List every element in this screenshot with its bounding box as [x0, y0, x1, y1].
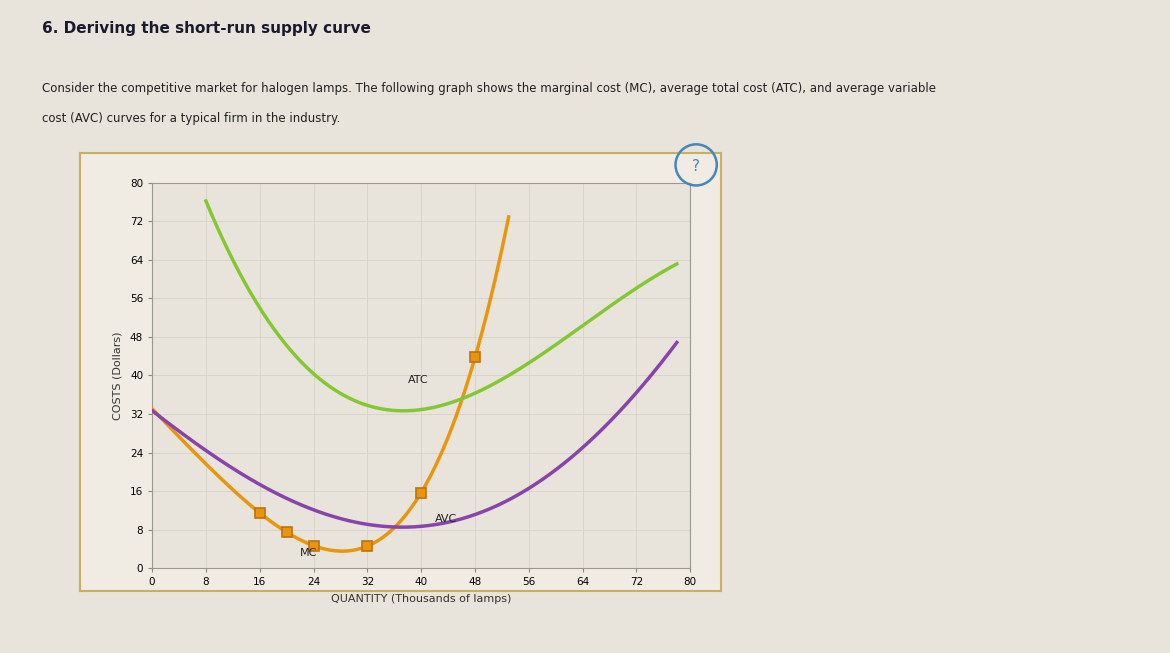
Text: AVC: AVC	[435, 515, 457, 524]
Text: ATC: ATC	[407, 375, 428, 385]
X-axis label: QUANTITY (Thousands of lamps): QUANTITY (Thousands of lamps)	[331, 594, 511, 604]
Text: 6. Deriving the short-run supply curve: 6. Deriving the short-run supply curve	[42, 21, 371, 36]
Y-axis label: COSTS (Dollars): COSTS (Dollars)	[112, 331, 123, 420]
Text: Consider the competitive market for halogen lamps. The following graph shows the: Consider the competitive market for halo…	[42, 82, 936, 95]
Text: cost (AVC) curves for a typical firm in the industry.: cost (AVC) curves for a typical firm in …	[42, 112, 340, 125]
Text: ?: ?	[693, 159, 700, 174]
Text: MC: MC	[300, 548, 317, 558]
